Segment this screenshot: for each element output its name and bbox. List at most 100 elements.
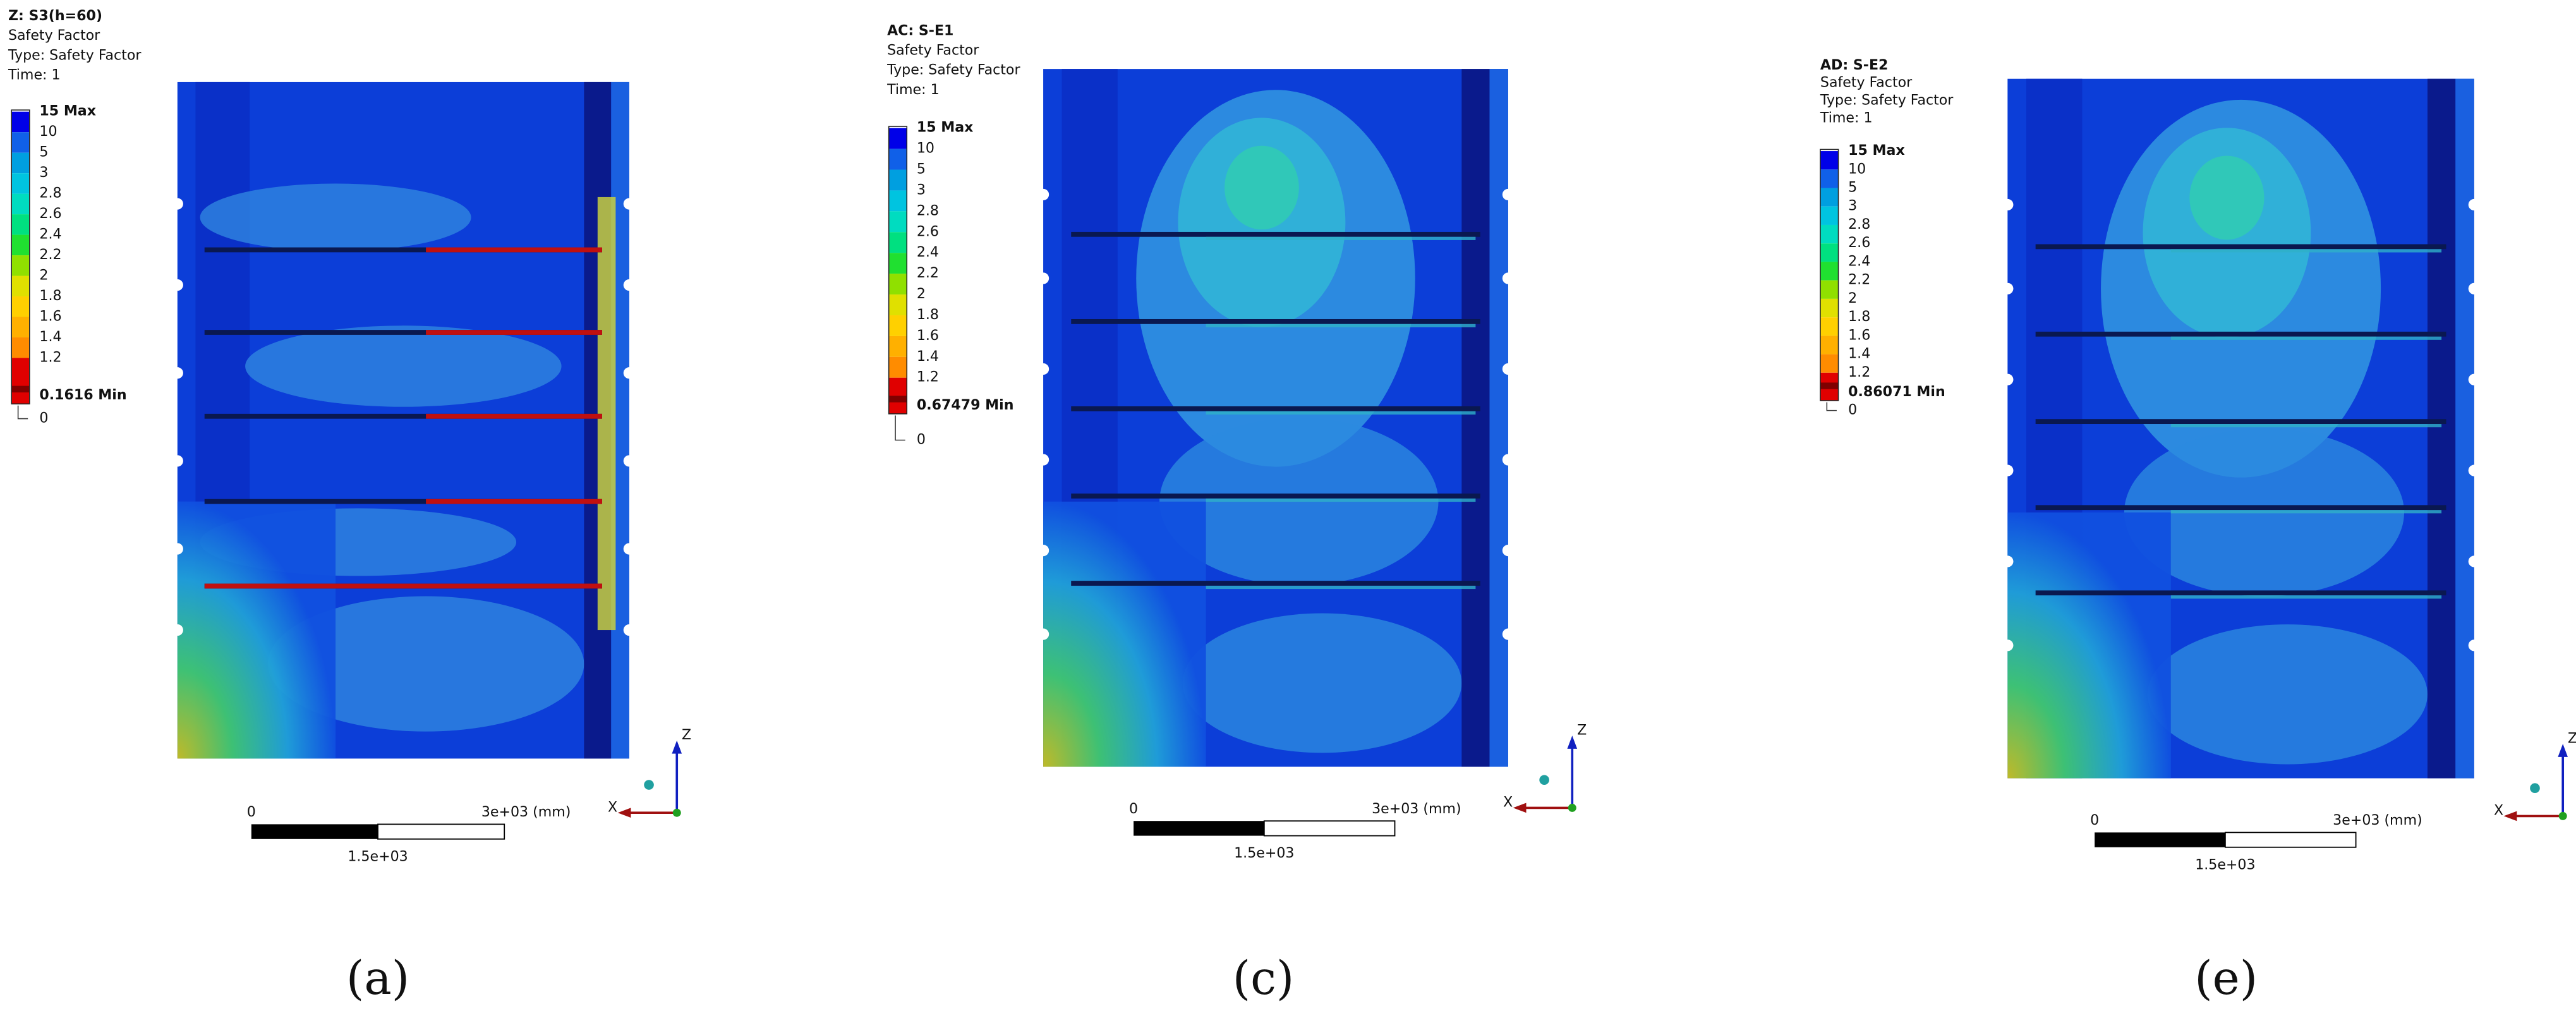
legend-label: 15 Max	[917, 119, 974, 136]
slot-stress	[1206, 411, 1476, 415]
header-title: AC: S-E1	[887, 22, 953, 39]
legend-band	[11, 385, 30, 393]
header-line: Time: 1	[8, 67, 61, 83]
panel: Z: S3(h=60) Safety Factor Type: Safety Fac…	[8, 8, 691, 1005]
header-line: Type: Safety Factor	[886, 62, 1020, 78]
legend-band	[1820, 151, 1839, 170]
notch	[623, 367, 635, 379]
notch	[2002, 282, 2014, 294]
legend-band	[1820, 206, 1839, 225]
legend-label: 0	[1848, 402, 1857, 418]
contour-region	[267, 596, 584, 732]
notch	[1502, 628, 1515, 640]
legend-bracket	[17, 405, 28, 420]
legend-band	[888, 336, 907, 357]
slot-stress	[426, 413, 602, 419]
legend-label: 5	[917, 161, 926, 178]
slot-stress	[2170, 249, 2442, 253]
axis-label: Z	[682, 727, 691, 743]
notch	[2002, 373, 2014, 385]
axis-label: Z	[1577, 722, 1587, 738]
legend-label: 3	[917, 181, 926, 198]
caption: (c)	[1233, 952, 1295, 1005]
legend-bracket	[1826, 402, 1837, 411]
contour-plot	[1037, 69, 1515, 767]
notch	[2002, 464, 2014, 476]
scale-label: 1.5e+03	[2195, 856, 2255, 873]
slot	[204, 499, 602, 504]
axis-origin	[1568, 803, 1576, 812]
contour-region	[2455, 78, 2474, 779]
caption: (e)	[2194, 952, 2258, 1005]
legend-label: 1.2	[917, 369, 939, 385]
legend-band	[888, 294, 907, 315]
notch	[1502, 188, 1515, 201]
notch	[623, 198, 635, 210]
contour-region	[1225, 145, 1299, 230]
notch	[623, 543, 635, 555]
slot-stress	[204, 583, 602, 589]
notch	[623, 455, 635, 467]
axis-origin	[672, 808, 681, 817]
notch	[623, 624, 635, 636]
legend-label: 0.1616 Min	[39, 387, 126, 403]
legend-frame	[11, 109, 30, 404]
axis-sphere	[644, 780, 654, 790]
notch	[2468, 282, 2480, 294]
header-line: Safety Factor	[8, 27, 100, 44]
legend-label: 3	[39, 164, 48, 181]
scale-bar-black	[1134, 821, 1264, 836]
legend-label: 0	[39, 410, 48, 427]
contour-plot	[2002, 78, 2480, 779]
notch	[2468, 464, 2480, 476]
legend-label: 2.6	[1848, 234, 1870, 251]
legend-label: 1.2	[1848, 364, 1870, 380]
slot	[1071, 494, 1480, 499]
legend-band	[1820, 188, 1839, 207]
legend-label: 5	[1848, 179, 1857, 196]
legend-label: 2	[1848, 290, 1857, 306]
slot	[1071, 406, 1480, 411]
legend-label: 1.8	[1848, 308, 1870, 325]
slot-stress	[2170, 510, 2442, 514]
legend-band	[11, 276, 30, 297]
slot	[1071, 318, 1480, 324]
legend-band	[11, 152, 30, 174]
axis-x-head	[2503, 811, 2517, 821]
slot-stress	[426, 499, 602, 504]
caption: (a)	[346, 952, 409, 1005]
legend-band	[1820, 354, 1839, 373]
legend-label: 10	[1848, 161, 1866, 177]
contour-plot	[171, 82, 635, 759]
notch	[1037, 545, 1049, 557]
legend-band	[1820, 298, 1839, 318]
legend-band	[11, 132, 30, 153]
legend-label: 2.6	[917, 223, 939, 239]
legend-band	[888, 253, 907, 274]
scale-label: 0	[1129, 801, 1138, 817]
legend-band	[888, 190, 907, 212]
scale-label: 3e+03 (mm)	[481, 804, 571, 820]
contour-region	[1489, 69, 1508, 767]
scale-label: 0	[2090, 812, 2099, 828]
header-line: Time: 1	[1820, 109, 1873, 126]
notch	[171, 543, 183, 555]
notch	[1037, 363, 1049, 375]
legend-band	[11, 173, 30, 194]
slot	[2035, 331, 2446, 337]
header-line: Safety Factor	[887, 42, 979, 59]
contour-region	[245, 325, 562, 407]
legend-label: 1.8	[917, 306, 939, 323]
notch	[171, 624, 183, 636]
axis-label: X	[1503, 794, 1513, 811]
legend-label: 1.6	[917, 327, 939, 344]
legend-frame	[888, 126, 908, 415]
legend-label: 2.8	[39, 185, 61, 202]
slot-stress	[1206, 585, 1476, 590]
notch	[1502, 272, 1515, 284]
slot	[2035, 505, 2446, 511]
header-line: Safety Factor	[1820, 75, 1913, 91]
notch	[2468, 639, 2480, 651]
scale-label: 1.5e+03	[1234, 845, 1294, 861]
